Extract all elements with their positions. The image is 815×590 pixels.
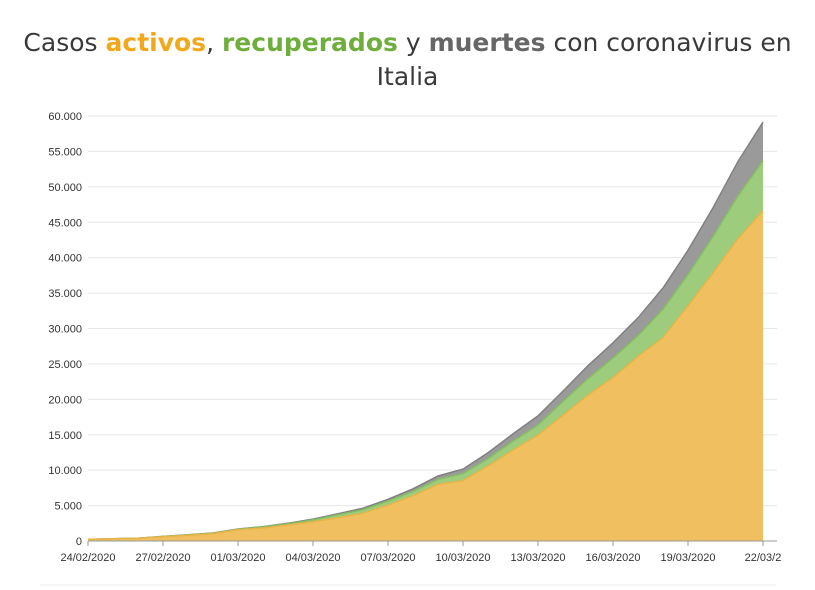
- title-word-recuperados: recuperados: [221, 28, 398, 57]
- y-tick-label: 15.000: [48, 430, 82, 442]
- x-tick-label: 07/03/2020: [360, 552, 415, 564]
- title-prefix: Casos: [23, 28, 106, 57]
- x-axis: 24/02/2020 27/02/2020 01/03/2020 04/03/2020…: [60, 541, 781, 564]
- x-tick-label: 01/03/2020: [210, 552, 265, 564]
- line-activos: [87, 210, 764, 541]
- y-tick-label: 25.000: [48, 359, 82, 371]
- area-activos: [88, 210, 763, 541]
- area-series: [87, 121, 764, 541]
- x-tick-label: 27/02/2020: [135, 552, 190, 564]
- title-separator-1: ,: [206, 28, 222, 57]
- x-tick-label: 24/02/2020: [60, 552, 115, 564]
- y-tick-label: 50.000: [48, 182, 82, 194]
- y-tick-label: 30.000: [48, 324, 82, 336]
- y-tick-label: 55.000: [48, 146, 82, 158]
- y-tick-label: 10.000: [48, 465, 82, 477]
- y-tick-label: 20.000: [48, 394, 82, 406]
- y-tick-label: 60.000: [48, 111, 82, 123]
- title-line-2: Italia: [376, 62, 439, 91]
- x-tick-label: 19/03/2020: [660, 552, 715, 564]
- x-tick-label: 10/03/2020: [435, 552, 490, 564]
- y-tick-label: 35.000: [48, 288, 82, 300]
- x-tick-label: 16/03/2020: [585, 552, 640, 564]
- x-tick-label: 22/03/2: [745, 552, 782, 564]
- x-tick-label: 13/03/2020: [510, 552, 565, 564]
- y-tick-label: 0: [76, 536, 82, 548]
- chart-title: Casos activos, recuperados y muertes con…: [0, 26, 815, 94]
- x-tick-label: 04/03/2020: [285, 552, 340, 564]
- y-tick-label: 5.000: [54, 501, 82, 513]
- title-word-activos: activos: [105, 28, 207, 57]
- title-separator-2: y: [397, 28, 429, 57]
- y-tick-label: 45.000: [48, 217, 82, 229]
- title-suffix: con coronavirus en: [545, 28, 792, 57]
- y-axis: 0 5.000 10.000 15.000 20.000 25.000 30.000 35.0…: [48, 111, 82, 548]
- y-tick-label: 40.000: [48, 253, 82, 265]
- title-word-muertes: muertes: [428, 28, 546, 57]
